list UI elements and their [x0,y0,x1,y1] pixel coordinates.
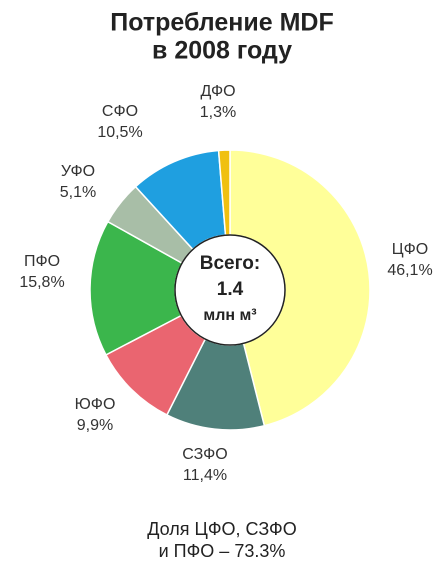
slice-label: ДФО [200,83,235,100]
value-label: 46,1% [387,262,432,279]
slice-label: СФО [102,103,138,120]
slice-label: ЦФО [392,241,428,258]
value-label: 10,5% [97,124,142,141]
chart-title: в 2008 году [152,37,292,65]
value-label: 15,8% [19,274,64,291]
chart-title: Потребление MDF [110,9,333,37]
center-text: Всего: [200,253,260,274]
slice-label: ЮФО [75,396,116,413]
center-text: млн м³ [203,307,256,324]
center-text: 1.4 [217,279,244,300]
footnote: Доля ЦФО, СЗФО [147,519,296,539]
value-label: 9,9% [77,417,113,434]
slice-label: ПФО [24,253,60,270]
slice-label: УФО [61,163,95,180]
donut-hole [174,234,286,346]
value-label: 5,1% [60,184,96,201]
value-label: 1,3% [200,104,236,121]
slice-label: СЗФО [182,446,227,463]
footnote: и ПФО – 73.3% [159,541,286,561]
value-label: 11,4% [183,467,227,484]
